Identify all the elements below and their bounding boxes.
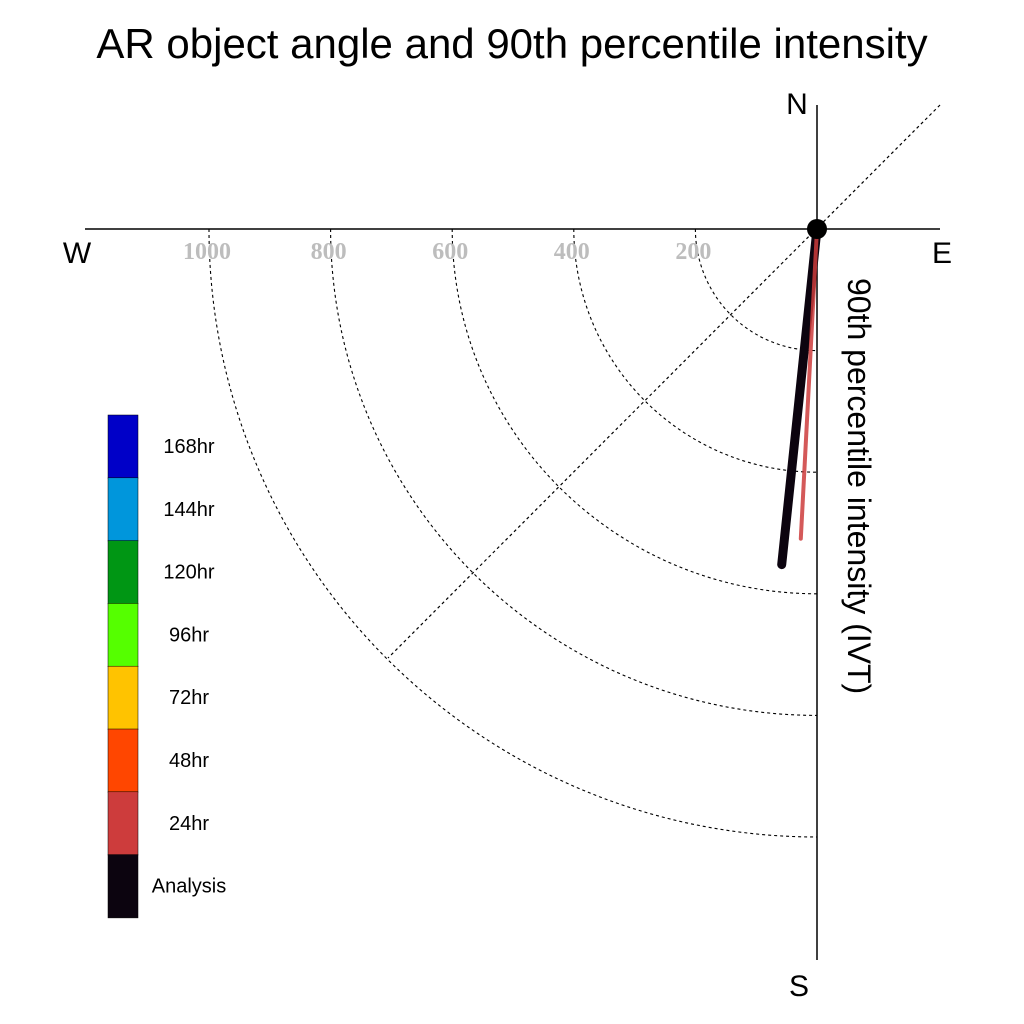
radial-tick-label: 800: [311, 239, 347, 265]
compass-south: S: [789, 970, 809, 1003]
radial-ring-400: [573, 228, 818, 473]
legend-label: 24hr: [169, 813, 209, 835]
vector-24hr: [798, 227, 819, 541]
legend-label: 48hr: [169, 750, 209, 772]
radial-ring-600: [451, 228, 818, 595]
legend-label: 120hr: [163, 562, 214, 584]
legend-swatch: [107, 540, 139, 605]
legend-label: 96hr: [169, 624, 209, 646]
legend-label: 144hr: [163, 499, 214, 521]
legend-swatch: [107, 477, 139, 542]
legend-swatch: [107, 728, 139, 793]
compass-west: W: [63, 237, 92, 270]
radial-tick-label: 600: [432, 239, 468, 265]
legend-label: Analysis: [152, 876, 226, 898]
origin-marker: [807, 219, 827, 239]
legend-swatch: [107, 603, 139, 667]
legend-swatch: [107, 854, 139, 919]
legend: 168hr 144hr 120hr 96hr 72hr 48hr 24hr Analysis: [107, 414, 226, 919]
chart-title: AR object angle and 90th percentile inte…: [96, 20, 927, 67]
legend-swatch: [107, 665, 139, 730]
vector-analysis: [777, 224, 822, 570]
radial-tick-label: 400: [554, 239, 590, 265]
radial-tick-labels: 200 400 600 800 1000: [183, 239, 711, 265]
compass-east: E: [932, 237, 952, 270]
legend-swatch: [107, 791, 139, 856]
compass-north: N: [786, 88, 808, 121]
radial-ring-200: [694, 228, 818, 352]
intensity-vectors: [777, 224, 822, 570]
radial-ring-1000: [208, 228, 818, 838]
y-axis-label: 90th percentile intensity (IVT): [841, 278, 877, 694]
radial-rings: [208, 228, 818, 838]
radial-ring-800: [330, 228, 818, 716]
legend-label: 72hr: [169, 687, 209, 709]
diagonal-guide: [387, 104, 941, 659]
radial-tick-label: 200: [675, 239, 711, 265]
legend-swatch: [107, 414, 139, 479]
legend-label: 168hr: [163, 436, 214, 458]
radial-tick-label: 1000: [183, 239, 231, 265]
